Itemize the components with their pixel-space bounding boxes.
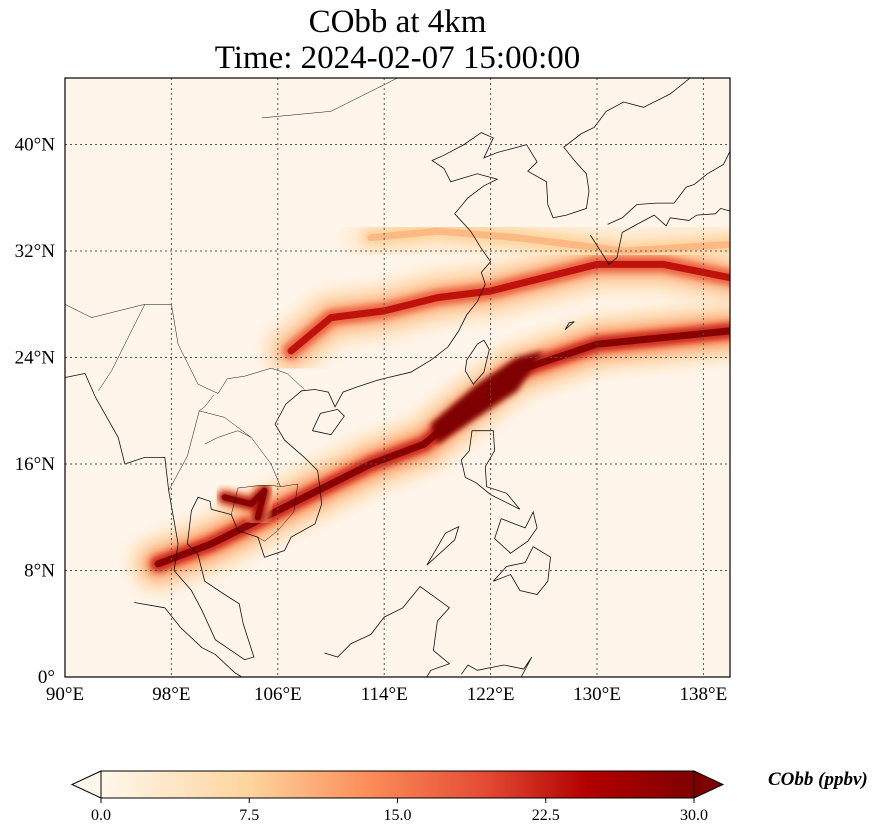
- longitude-tick-label: 122°E: [467, 684, 515, 705]
- plume-cambodia-source: [221, 487, 268, 521]
- coastline-segment: [460, 656, 533, 677]
- longitude-tick-label: 106°E: [254, 684, 302, 705]
- coastline-segment: [607, 151, 730, 225]
- coastline-segment: [65, 78, 691, 661]
- colorbar-gradient: [101, 771, 694, 798]
- colorbar: 0.0 7.5 15.0 22.5 30.0: [70, 770, 725, 824]
- chart-title-line2: Time: 2024-02-07 15:00:00: [214, 40, 581, 76]
- country-border: [261, 78, 398, 119]
- longitude-tick-label: 130°E: [573, 684, 621, 705]
- latitude-tick-label: 0°: [38, 667, 55, 688]
- coastline-segment: [312, 408, 345, 436]
- gridlines: [65, 78, 730, 677]
- coastline-segment: [564, 321, 575, 330]
- colorbar-tick-label: 0.0: [91, 807, 111, 824]
- latitude-tick-label: 8°N: [24, 561, 55, 582]
- longitude-tick-label: 138°E: [680, 684, 728, 705]
- plume-core-taiwan: [430, 350, 544, 445]
- colorbar-tick-label: 7.5: [239, 807, 259, 824]
- coastline-segment: [494, 510, 538, 554]
- coastline-segment: [493, 546, 551, 595]
- latitude-tick-label: 32°N: [15, 241, 56, 262]
- coastline-segment: [426, 525, 460, 566]
- colorbar-ticks: 0.0 7.5 15.0 22.5 30.0: [91, 798, 708, 824]
- country-border: [98, 304, 305, 394]
- coastline-segment: [464, 339, 490, 385]
- coastline-segment: [324, 585, 451, 677]
- coastline-segment: [460, 430, 521, 510]
- country-border: [65, 304, 145, 318]
- colorbar-label: CObb (ppbv): [768, 769, 868, 790]
- latitude-tick-label: 24°N: [15, 348, 56, 369]
- chart-title-line1: CObb at 4km: [308, 4, 487, 40]
- plume-weak-plume-yangtze: [367, 227, 730, 255]
- coastlines: [65, 78, 730, 677]
- map-panel: [65, 78, 730, 677]
- longitude-tick-label: 90°E: [46, 684, 84, 705]
- longitude-tick-label: 98°E: [152, 684, 190, 705]
- country-border: [231, 485, 281, 515]
- colorbar-extend-min: [70, 770, 102, 799]
- colorbar-tick-label: 15.0: [384, 807, 412, 824]
- latitude-tick-label: 16°N: [15, 454, 56, 475]
- map-frame: [64, 77, 731, 678]
- colorbar-tick-label: 30.0: [680, 807, 708, 824]
- colorbar-extend-max: [693, 770, 725, 799]
- country-border: [204, 430, 252, 445]
- latitude-tick-labels: 0° 8°N 16°N 24°N 32°N 40°N: [15, 135, 56, 688]
- latitude-tick-label: 40°N: [15, 135, 56, 156]
- coastline-segment: [590, 117, 730, 266]
- longitude-tick-labels: 90°E 98°E 106°E 114°E 122°E 130°E 138°E: [46, 684, 727, 705]
- coastline-segment: [134, 602, 243, 677]
- colorbar-tick-label: 22.5: [532, 807, 560, 824]
- country-border: [199, 410, 299, 542]
- longitude-tick-label: 114°E: [361, 684, 408, 705]
